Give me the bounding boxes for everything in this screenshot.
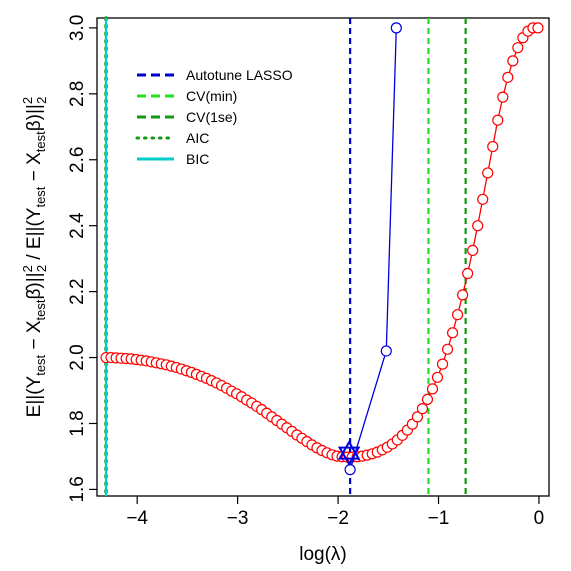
- series-0-point: [451, 309, 464, 321]
- series-0-point: [431, 371, 444, 383]
- series-1-point: [390, 22, 402, 34]
- series-0-point: [436, 358, 449, 370]
- y-tick-label: 2.4: [67, 212, 88, 239]
- series-0-point: [477, 193, 489, 205]
- series-0-point: [426, 383, 439, 395]
- y-tick-label: 2.6: [67, 147, 88, 173]
- series-0-point: [512, 42, 524, 54]
- series-0-point: [492, 114, 504, 126]
- series-line-0: [106, 27, 538, 458]
- x-tick-label: −3: [227, 508, 249, 529]
- series-0-point: [472, 220, 484, 232]
- vertical-lines: [104, 16, 467, 498]
- x-tick-label: 0: [534, 508, 545, 529]
- series-0-point: [457, 289, 469, 301]
- star-marker-up: [337, 440, 361, 460]
- series-0-point: [507, 55, 519, 67]
- series-1-point: [344, 464, 356, 476]
- series-0-point: [446, 327, 459, 339]
- star-marker-down: [337, 446, 361, 467]
- y-tick-label: 3.0: [67, 15, 88, 41]
- y-tick-label: 1.8: [67, 410, 88, 436]
- legend: Autotune LASSO CV(min) CV(1se) AIC BIC: [135, 67, 293, 167]
- x-tick-label: −1: [428, 508, 450, 529]
- series-layer: [100, 22, 544, 476]
- star-layer: [337, 440, 361, 467]
- series-0-point: [502, 71, 514, 83]
- legend-label-1: CV(min): [186, 88, 237, 104]
- legend-label-4: BIC: [186, 151, 209, 167]
- axes: −4 −3 −2 −1 0 1.6 1.8 2.0 2.2 2.4 2.6 2.8 3.0: [67, 15, 544, 529]
- y-tick-label: 2.8: [67, 81, 88, 107]
- series-1-point: [380, 345, 392, 357]
- legend-label-0: Autotune LASSO: [186, 67, 293, 83]
- y-axis-label: E||(Ytest − Xtestβ̂)||22 / E||(Ytest − X…: [20, 97, 49, 418]
- series-0-point: [467, 244, 479, 257]
- legend-label-3: AIC: [186, 130, 209, 146]
- series-0-point: [497, 91, 509, 103]
- y-tick-label: 2.2: [67, 278, 88, 304]
- series-0-point: [441, 343, 454, 355]
- series-0-point: [462, 267, 474, 280]
- x-tick-label: −4: [126, 508, 148, 529]
- series-line-1: [349, 27, 397, 470]
- series-0-point: [532, 22, 544, 34]
- series-0-point: [411, 411, 424, 423]
- series-0-point: [416, 403, 429, 415]
- y-tick-label: 1.6: [67, 476, 88, 502]
- x-tick-label: −2: [327, 508, 349, 529]
- plot-frame: [96, 17, 550, 497]
- x-axis-label: log(λ): [299, 544, 347, 565]
- series-0-point: [482, 167, 494, 179]
- series-0-point: [421, 393, 434, 406]
- y-tick-label: 2.0: [67, 344, 88, 370]
- legend-label-2: CV(1se): [186, 109, 237, 125]
- series-0-point: [487, 140, 499, 153]
